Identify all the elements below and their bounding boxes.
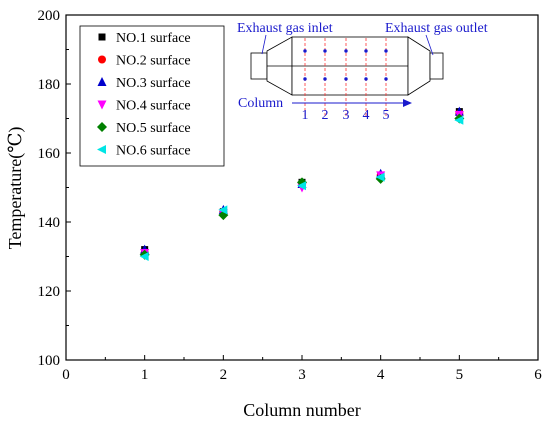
x-axis-label: Column number: [243, 400, 361, 420]
inset-column-label: Column: [238, 96, 283, 111]
x-tick-label: 3: [298, 367, 306, 383]
legend-marker: [98, 33, 106, 41]
legend-marker: [97, 145, 106, 154]
inset-column-number: 5: [383, 108, 390, 123]
inset-column-arrow-head: [403, 99, 412, 107]
inset-column-number: 4: [363, 108, 370, 123]
legend: NO.1 surface NO.2 surface NO.3 surface NO.4…: [79, 25, 225, 167]
x-axis-ticks: 0 1 2 3 4 5 6: [62, 355, 542, 383]
y-axis-ticks: 100 120 140 160 180 200: [38, 8, 71, 369]
legend-label: NO.6 surface: [116, 144, 191, 159]
inset-sensor-dot: [364, 49, 368, 53]
data-points: [139, 106, 465, 261]
legend-label: NO.5 surface: [116, 121, 191, 136]
y-tick-label: 180: [38, 77, 61, 93]
x-tick-label: 2: [220, 367, 228, 383]
inset-sensor-dot: [303, 77, 307, 81]
inset-sensor-dot: [323, 77, 327, 81]
inset-sensor-dot: [303, 49, 307, 53]
outlet-pipe: [429, 52, 444, 80]
inset-sensor-dot: [344, 77, 348, 81]
y-tick-label: 140: [38, 215, 61, 231]
legend-marker: [97, 77, 107, 86]
legend-label: NO.4 surface: [116, 99, 191, 114]
inset-column-number: 2: [322, 108, 329, 123]
data-point: [139, 252, 149, 261]
inlet-leader: [261, 34, 267, 55]
inset-sensor-dot: [323, 49, 327, 53]
y-tick-label: 200: [38, 8, 61, 24]
y-axis-label: Temperature(℃): [5, 127, 26, 250]
inset-sensor-dot: [384, 77, 388, 81]
x-tick-label: 6: [534, 367, 542, 383]
outlet-leader: [425, 34, 434, 56]
x-tick-label: 0: [62, 367, 70, 383]
data-point: [218, 205, 228, 215]
x-tick-label: 5: [456, 367, 464, 383]
legend-label: NO.2 surface: [116, 54, 191, 69]
x-tick-label: 4: [377, 367, 385, 383]
inset-sensor-dot: [344, 49, 348, 53]
legend-marker: [97, 100, 107, 110]
legend-box: [79, 25, 225, 167]
legend-marker: [98, 55, 106, 64]
inlet-pipe: [250, 52, 268, 80]
inset-sensor-dot: [384, 49, 388, 53]
data-point: [375, 172, 385, 182]
data-point: [454, 115, 464, 125]
legend-label: NO.3 surface: [116, 76, 191, 91]
y-tick-label: 120: [38, 284, 61, 300]
x-tick-label: 1: [141, 367, 149, 383]
inset-sensor-dot: [364, 77, 368, 81]
data-point: [297, 181, 306, 191]
inset-inlet-label: Exhaust gas inlet: [237, 21, 333, 36]
inset-column-number: 1: [302, 108, 309, 123]
legend-label: NO.1 surface: [116, 31, 191, 46]
outlet-cone: [407, 36, 431, 96]
inset-outlet-label: Exhaust gas outlet: [385, 21, 488, 36]
legend-items: NO.1 surface NO.2 surface NO.3 surface NO.4…: [97, 31, 191, 159]
legend-marker: [97, 122, 107, 132]
y-tick-label: 100: [38, 353, 61, 369]
y-tick-label: 160: [38, 146, 61, 162]
inset-column-number: 3: [343, 108, 350, 123]
